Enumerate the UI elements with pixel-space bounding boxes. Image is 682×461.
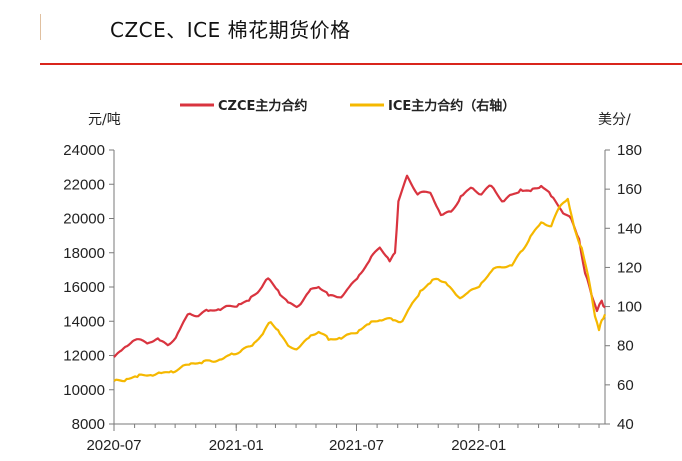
left-axis-tick-label: 12000 [63, 348, 105, 365]
cotton-futures-chart: 8000 10000 12000 14000 16000 18000 20000 22000 2… [63, 98, 642, 454]
header: CZCE、ICE 棉花期货价格 [0, 0, 682, 66]
right-axis-tick-label: 40 [617, 416, 634, 433]
series-line-ice [113, 197, 607, 383]
legend-label: ICE主力合约（右轴） [388, 98, 515, 114]
left-axis-tick-label: 10000 [63, 382, 105, 399]
series-line-czce [113, 174, 606, 358]
left-axis-tick-label: 14000 [63, 313, 105, 330]
right-axis-tick-label: 60 [617, 377, 634, 394]
left-axis-tick-label: 24000 [63, 142, 105, 159]
page-title: CZCE、ICE 棉花期货价格 [110, 18, 351, 42]
axes: 8000 10000 12000 14000 16000 18000 20000 22000 2… [63, 112, 642, 454]
left-axis-tick-label: 18000 [63, 245, 105, 262]
title-accent-bar [40, 14, 41, 40]
left-axis-unit: 元/吨 [88, 112, 121, 128]
left-axis-tick-label: 16000 [63, 279, 105, 296]
left-axis-tick-label: 8000 [72, 416, 105, 433]
right-axis-tick-label: 180 [617, 142, 642, 159]
x-axis-tick-label: 2022-01 [451, 437, 506, 454]
series-lines [113, 174, 607, 383]
x-axis-tick-label: 2021-01 [209, 437, 264, 454]
legend-label: CZCE主力合约 [218, 98, 307, 114]
left-axis-tick-label: 22000 [63, 176, 105, 193]
right-axis-tick-label: 160 [617, 181, 642, 198]
legend: CZCE主力合约 ICE主力合约（右轴） [180, 98, 515, 114]
right-axis-unit: 美分/ [598, 112, 631, 128]
x-axis-tick-label: 2020-07 [86, 437, 141, 454]
x-axis-tick-label: 2021-07 [329, 437, 384, 454]
right-axis-tick-label: 80 [617, 338, 634, 355]
left-axis-tick-label: 20000 [63, 211, 105, 228]
right-axis-tick-label: 120 [617, 259, 642, 276]
title-divider [40, 63, 682, 65]
right-axis-tick-label: 100 [617, 299, 642, 316]
right-axis-tick-label: 140 [617, 220, 642, 237]
